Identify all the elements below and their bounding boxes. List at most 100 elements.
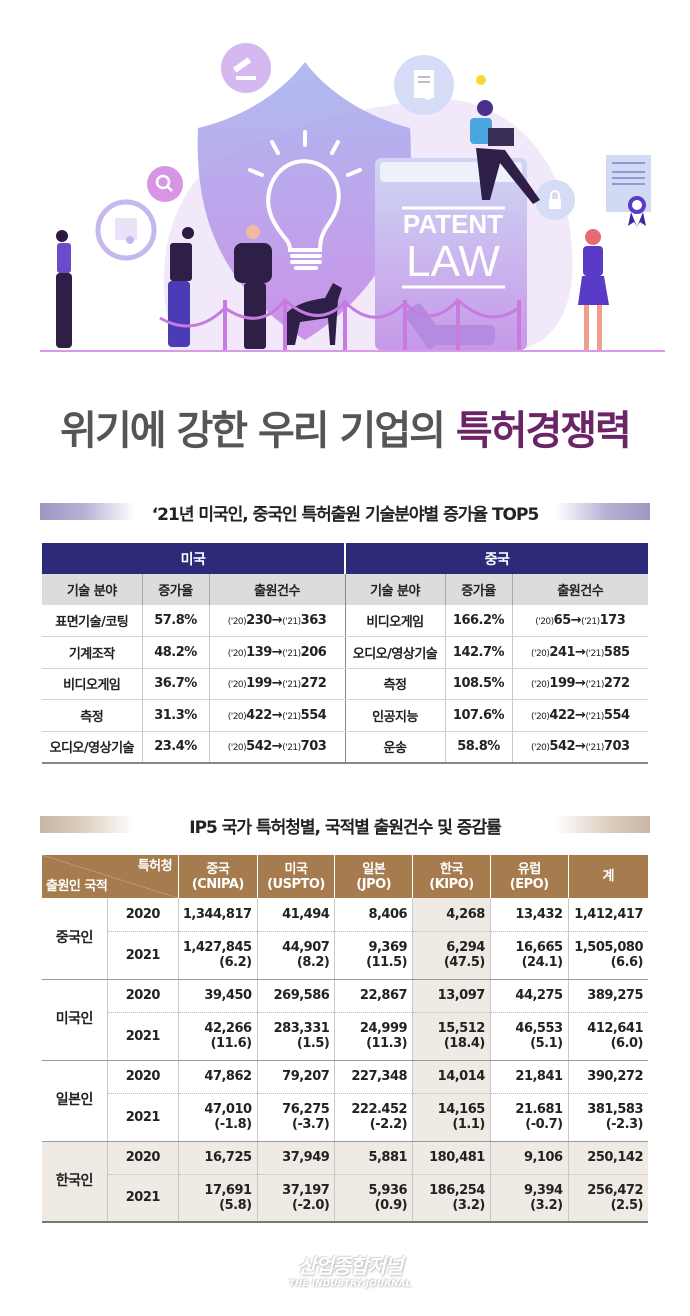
value-cell: 13,432	[490, 898, 569, 932]
year-cell: 2021	[107, 1093, 180, 1142]
guard-figure	[234, 225, 272, 349]
rate-cell: 58.8%	[445, 731, 513, 764]
rate-cell: 36.7%	[142, 668, 210, 700]
nationality-cell: 한국인	[42, 1141, 108, 1223]
heading-gradient-bar-left	[40, 816, 135, 833]
ip5-heading-text: IP5 국가 특허청별, 국적별 출원건수 및 증감률	[189, 818, 501, 838]
value-cell: 269,586	[257, 979, 336, 1013]
table-row: 2021 47,010 (-1.8) 76,275 (-3.7) 222.452 (-…	[42, 1093, 648, 1142]
value-cell: 412,641 (6.0)	[568, 1012, 648, 1061]
table-row: 2021 42,266 (11.6) 283,331 (1.5) 24,999 (11…	[42, 1012, 648, 1061]
year-cell: 2021	[107, 1012, 180, 1061]
value-cell: 381,583 (-2.3)	[568, 1093, 648, 1142]
nationality-cell: 일본인	[42, 1060, 108, 1142]
heading-gradient-bar-right	[555, 816, 650, 833]
top5-section-heading: ‘21년 미국인, 중국인 특허출원 기술분야별 증가율 TOP5	[40, 500, 650, 525]
corner-office-label: 특허청	[137, 859, 173, 874]
patent-law-book	[375, 158, 527, 350]
certificate-icon	[414, 70, 434, 100]
watermark-korean: 산업종합저널	[297, 1254, 403, 1278]
table-row: 한국인 2020 16,725 37,949 5,881 180,481 9,1…	[42, 1141, 648, 1223]
value-cell: 180,481	[412, 1141, 491, 1175]
value-cell: 44,275	[490, 979, 569, 1013]
value-cell: 41,494	[257, 898, 336, 932]
svg-text:PATENT: PATENT	[403, 209, 503, 239]
us-group-header: 미국	[42, 543, 346, 574]
page-title: 위기에 강한 우리 기업의 특허경쟁력	[0, 398, 690, 456]
year-cell: 2021	[107, 931, 180, 980]
woman-left-figure	[56, 230, 72, 348]
padlock-icon	[549, 190, 561, 209]
value-cell: 250,142	[568, 1141, 648, 1175]
value-cell: 13,097	[412, 979, 491, 1013]
value-cell: 16,725	[178, 1141, 258, 1175]
value-cell: 46,553 (5.1)	[490, 1012, 569, 1061]
office-header-uspto: 미국 (USPTO)	[257, 855, 336, 898]
document-icon	[115, 218, 137, 244]
corner-nationality-label: 출원인 국적	[46, 879, 108, 894]
value-cell: 47,862	[178, 1060, 258, 1094]
office-header-kipo: 한국 (KIPO)	[412, 855, 491, 898]
field-cell: 표면기술/코팅	[42, 605, 143, 637]
table-row: 2021 1,427,845 (6.2) 44,907 (8.2) 9,369 (11…	[42, 931, 648, 980]
value-cell: 1,427,845 (6.2)	[178, 931, 258, 980]
value-cell: 14,165 (1.1)	[412, 1093, 491, 1142]
value-cell: 9,369 (11.5)	[334, 931, 414, 980]
award-certificate-icon	[606, 155, 651, 227]
publisher-watermark: 산업종합저널 THE INDUSTRY JOURNAL	[270, 1250, 430, 1289]
rate-cell: 57.8%	[142, 605, 210, 637]
field-cell: 운송	[345, 731, 446, 764]
value-cell: 5,936 (0.9)	[334, 1174, 414, 1223]
value-cell: 256,472 (2.5)	[568, 1174, 648, 1223]
patent-law-illustration: PATENT LAW	[40, 43, 665, 352]
field-cell: 비디오게임	[42, 668, 143, 700]
heading-gradient-bar-left	[40, 503, 135, 520]
year-cell: 2021	[107, 1174, 180, 1223]
column-header: 증가율	[142, 574, 210, 605]
count-cell: ('20)65→('21)173	[512, 605, 648, 637]
table-row: 비디오게임 36.7% ('20)199→('21)272 측정 108.5% …	[42, 668, 648, 700]
value-cell: 4,268	[412, 898, 491, 932]
value-cell: 39,450	[178, 979, 258, 1013]
column-header: 출원건수	[512, 574, 648, 605]
field-cell: 측정	[345, 668, 446, 700]
rate-cell: 108.5%	[445, 668, 513, 700]
nationality-cell: 중국인	[42, 898, 108, 980]
field-cell: 기계조작	[42, 636, 143, 669]
value-cell: 37,949	[257, 1141, 336, 1175]
rate-cell: 31.3%	[142, 699, 210, 732]
title-accent: 특허경쟁력	[455, 408, 632, 454]
value-cell: 6,294 (47.5)	[412, 931, 491, 980]
rate-cell: 23.4%	[142, 731, 210, 764]
value-cell: 390,272	[568, 1060, 648, 1094]
table-row: 중국인 2020 1,344,817 41,494 8,406 4,268 13…	[42, 898, 648, 980]
year-cell: 2020	[107, 1141, 180, 1175]
rate-cell: 48.2%	[142, 636, 210, 669]
value-cell: 283,331 (1.5)	[257, 1012, 336, 1061]
office-header-epo: 유럽 (EPO)	[490, 855, 569, 898]
count-cell: ('20)241→('21)585	[512, 636, 648, 669]
value-cell: 22,867	[334, 979, 414, 1013]
value-cell: 9,106	[490, 1141, 569, 1175]
value-cell: 227,348	[334, 1060, 414, 1094]
value-cell: 79,207	[257, 1060, 336, 1094]
value-cell: 5,881	[334, 1141, 414, 1175]
title-prefix: 위기에 강한 우리 기업의	[60, 408, 446, 454]
value-cell: 1,412,417	[568, 898, 648, 932]
year-cell: 2020	[107, 1060, 180, 1094]
value-cell: 1,344,817	[178, 898, 258, 932]
magnifier-icon	[155, 174, 173, 192]
table-row: 표면기술/코팅 57.8% ('20)230→('21)363 비디오게임 16…	[42, 605, 648, 637]
table-row: 일본인 2020 47,862 79,207 227,348 14,014 21…	[42, 1060, 648, 1142]
value-cell: 222.452 (-2.2)	[334, 1093, 414, 1142]
gavel-icon	[232, 57, 256, 80]
man-left-figure	[168, 227, 194, 347]
field-cell: 비디오게임	[345, 605, 446, 637]
value-cell: 21,841	[490, 1060, 569, 1094]
value-cell: 42,266 (11.6)	[178, 1012, 258, 1061]
count-cell: ('20)199→('21)272	[209, 668, 346, 700]
value-cell: 389,275	[568, 979, 648, 1013]
count-cell: ('20)542→('21)703	[512, 731, 648, 764]
column-header: 출원건수	[209, 574, 346, 605]
value-cell: 9,394 (3.2)	[490, 1174, 569, 1223]
